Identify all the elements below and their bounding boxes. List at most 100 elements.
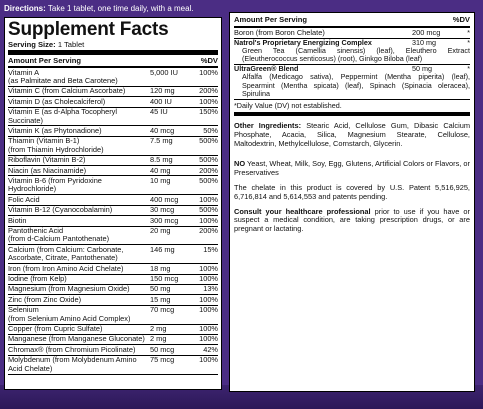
consult-label: Consult your healthcare professional	[234, 206, 371, 216]
directions-label: Directions:	[4, 4, 46, 13]
nutrient-name: Vitamin E (as d-Alpha Tocopheryl Succina…	[8, 107, 117, 125]
nutrient-dv: 100%	[194, 324, 218, 335]
nutrient-amount: 50 mcg	[150, 344, 194, 356]
directions-line: Directions: Take 1 tablet, one time dail…	[4, 2, 222, 16]
nutrient-name: Vitamin A	[8, 67, 40, 77]
ultragreen-blend: UltraGreen® Blend 50 mg * Alfalfa (Medic…	[234, 64, 470, 101]
nutrient-dv: 200%	[194, 86, 218, 98]
nutrient-name-cell: Vitamin E (as d-Alpha Tocopheryl Succina…	[8, 107, 150, 127]
nutrient-row: Riboflavin (Vitamin B-2) 8.5 mg 500%	[8, 155, 218, 167]
nutrient-dv: 42%	[194, 344, 218, 356]
nutrient-name-cell: Thiamin (Vitamin B-1) (from Thiamin Hydro…	[8, 136, 150, 156]
continued-header: Amount Per Serving %DV	[234, 15, 470, 28]
nutrient-dv: 200%	[194, 165, 218, 177]
nutrient-row: Folic Acid 400 mcg 100%	[8, 194, 218, 206]
nutrient-row: Biotin 300 mcg 100%	[8, 215, 218, 227]
amount-per-serving-header: Amount Per Serving	[234, 15, 307, 24]
nutrient-name: Vitamin B-12 (Cyanocobalamin)	[8, 205, 113, 215]
other-ingredients-text: Stearic Acid, Cellulose Gum, Dibasic Cal…	[234, 121, 471, 148]
nutrient-source: (from d-Calcium Pantothenate)	[8, 234, 110, 244]
nutrient-name: Riboflavin (Vitamin B-2)	[8, 155, 86, 165]
nutrient-dv: 100%	[194, 68, 218, 87]
nutrient-table: Vitamin A (as Palmitate and Beta Carotene…	[8, 68, 218, 375]
nutrient-source: Acid Chelate)	[8, 363, 53, 373]
nutrient-name-cell: Pantothenic Acid (from d-Calcium Pantothe…	[8, 226, 150, 246]
nutrient-name: Thiamin (Vitamin B-1)	[8, 136, 80, 146]
nutrient-name-cell: Vitamin C (from Calcium Ascorbate)	[8, 86, 150, 98]
nutrient-dv: 13%	[194, 284, 218, 296]
nutrient-row: Copper (from Cupric Sulfate) 2 mg 100%	[8, 324, 218, 335]
nutrient-amount: 50 mg	[150, 284, 194, 296]
nutrient-name-cell: Biotin	[8, 215, 150, 227]
nutrient-row: Zinc (from Zinc Oxide) 15 mg 100%	[8, 294, 218, 306]
nutrient-row: Vitamin A (as Palmitate and Beta Carotene…	[8, 67, 218, 87]
nutrient-amount: 40 mcg	[150, 125, 194, 137]
nutrient-row: Thiamin (Vitamin B-1) (from Thiamin Hydro…	[8, 136, 218, 156]
nutrient-dv: 500%	[194, 175, 218, 196]
nutrient-row: Vitamin B-6 (from Pyridoxine Hydrochlori…	[8, 175, 218, 196]
nutrient-name: Chromax® (from Chromium Picolinate)	[8, 344, 136, 354]
nutrient-row: Magnesium (from Magnesium Oxide) 50 mg 13%	[8, 284, 218, 296]
nutrient-name: Molybdenum (from Molybdenum Amino	[8, 355, 137, 365]
nutrient-row: Manganese (from Manganese Gluconate) 2 mg…	[8, 334, 218, 346]
nutrient-row: Iodine (from Kelp) 150 mcg 100%	[8, 274, 218, 285]
nutrient-row: Chromax® (from Chromium Picolinate) 50 mc…	[8, 344, 218, 356]
nutrient-dv: 100%	[194, 194, 218, 206]
nutrient-amount: 18 mg	[150, 263, 194, 275]
nutrient-dv: 15%	[194, 244, 218, 265]
other-ingredients: Other Ingredients: Stearic Acid, Cellulo…	[234, 121, 471, 148]
nutrient-source: (from Thiamin Hydrochloride)	[8, 144, 104, 154]
blend-name: UltraGreen® Blend	[234, 64, 299, 74]
blend-amount: 50 mg	[412, 64, 432, 74]
dv-footnote: *Daily Value (DV) not established.	[234, 100, 470, 117]
nutrient-row: Molybdenum (from Molybdenum Amino Acid Ch…	[8, 355, 218, 375]
nutrient-amount: 8.5 mg	[150, 155, 194, 167]
nutrient-name-cell: Vitamin B-12 (Cyanocobalamin)	[8, 205, 150, 217]
nutrient-amount: 150 mcg	[150, 274, 194, 285]
nutrient-name: Vitamin K (as Phytonadione)	[8, 125, 102, 135]
nutrient-name-cell: Folic Acid	[8, 194, 150, 206]
supplement-facts-panel: Supplement Facts Serving Size: 1 Tablet …	[4, 17, 222, 390]
nutrient-dv: 100%	[194, 294, 218, 306]
nutrient-source: (as Palmitate and Beta Carotene)	[8, 75, 118, 85]
amount-per-serving-header: Amount Per Serving	[8, 56, 81, 65]
serving-size: Serving Size: 1 Tablet	[8, 40, 218, 55]
nutrient-name: Zinc (from Zinc Oxide)	[8, 294, 82, 304]
blend-dv: *	[467, 37, 470, 47]
nutrient-name-cell: Copper (from Cupric Sulfate)	[8, 324, 150, 335]
nutrient-amount: 45 IU	[150, 107, 194, 127]
nutrient-name-cell: Manganese (from Manganese Gluconate)	[8, 334, 150, 346]
nutrient-name: Magnesium (from Magnesium Oxide)	[8, 284, 130, 294]
blend-amount: 310 mg	[412, 37, 436, 47]
nutrient-dv: 100%	[194, 263, 218, 275]
patent-statement: The chelate in this product is covered b…	[234, 183, 470, 201]
nutrient-dv: 100%	[194, 305, 218, 325]
nutrient-name: Selenium	[8, 305, 39, 315]
serving-size-value: 1 Tablet	[57, 40, 85, 49]
nutrient-source: (from Selenium Amino Acid Complex)	[8, 313, 131, 323]
nutrient-amount: 400 IU	[150, 96, 194, 108]
nutrient-name: Manganese (from Manganese Gluconate)	[8, 334, 145, 344]
nutrient-name-cell: Vitamin A (as Palmitate and Beta Carotene…	[8, 67, 150, 87]
nutrient-dv: 500%	[194, 155, 218, 167]
blend-dv: *	[467, 64, 470, 74]
nutrient-row: Iron (from Iron Amino Acid Chelate) 18 mg…	[8, 263, 218, 275]
free-from-text: Yeast, Wheat, Milk, Soy, Egg, Glutens, A…	[234, 159, 470, 178]
nutrient-row: Calcium (from Calcium: Carbonate, Ascorba…	[8, 244, 218, 265]
nutrient-name: Vitamin C (from Calcium Ascorbate)	[8, 86, 126, 96]
nutrient-name-cell: Vitamin D (as Cholecalciferol)	[8, 96, 150, 108]
directions-text: Take 1 tablet, one time daily, with a me…	[47, 4, 194, 13]
nutrient-amount: 300 mcg	[150, 215, 194, 227]
nutrient-dv: 200%	[194, 226, 218, 246]
nutrient-dv: 500%	[194, 136, 218, 156]
facts-header: Amount Per Serving %DV	[8, 55, 218, 68]
free-from-label: NO	[234, 159, 246, 169]
nutrient-dv: 100%	[194, 334, 218, 346]
nutrient-amount: 20 mg	[150, 226, 194, 246]
consult-warning: Consult your healthcare professional pri…	[234, 206, 470, 234]
nutrient-name: Folic Acid	[8, 194, 40, 204]
nutrient-amount: 15 mg	[150, 294, 194, 306]
nutrient-dv: 100%	[194, 96, 218, 108]
nutrient-name: Iodine (from Kelp)	[8, 274, 67, 284]
nutrient-name: Iron (from Iron Amino Acid Chelate)	[8, 263, 124, 273]
